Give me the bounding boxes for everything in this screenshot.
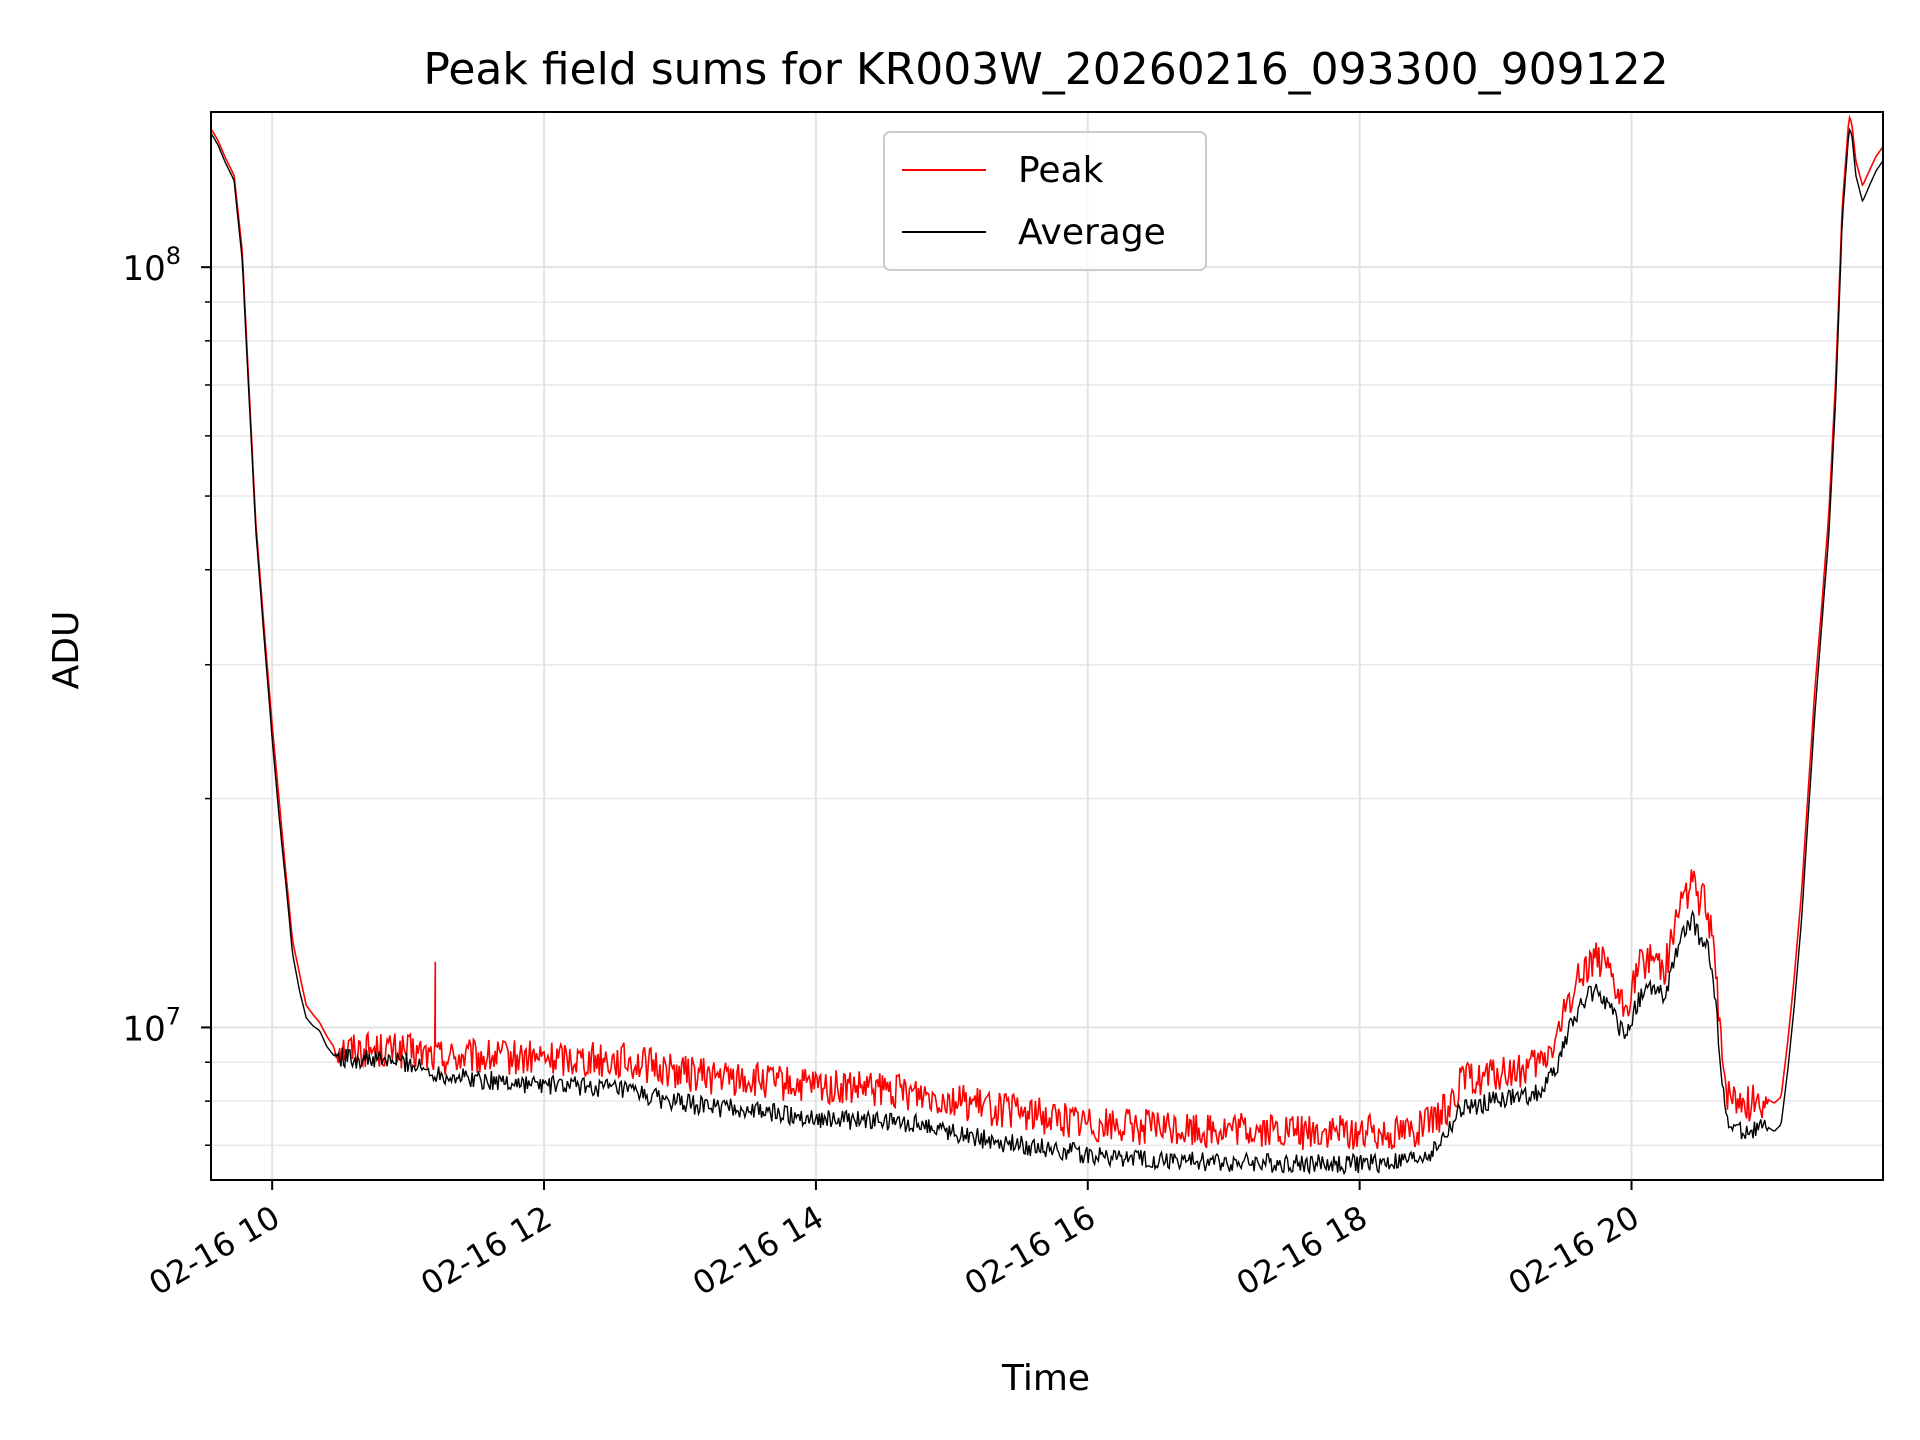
- legend-label-average: Average: [1018, 212, 1166, 253]
- legend: Peak Average: [883, 131, 1207, 271]
- x-tick-label: 02-16 18: [1230, 1198, 1374, 1303]
- x-axis: 02-16 10 02-16 12 02-16 14 02-16 16 02-16 18…: [143, 1180, 1646, 1303]
- x-tick-label: 02-16 12: [414, 1198, 558, 1303]
- plot-frame: [210, 111, 1884, 1181]
- series-layer: [211, 114, 1883, 1176]
- series-line-peak: [211, 114, 1883, 1150]
- legend-box: [883, 131, 1207, 271]
- y-tick-label-exponent: 7: [166, 1002, 181, 1030]
- x-tick-label: 02-16 14: [686, 1198, 830, 1303]
- y-axis-label: ADU: [46, 611, 87, 690]
- y-tick-label-base: 10: [122, 249, 165, 289]
- y-tick-label-base: 10: [122, 1009, 165, 1049]
- y-tick-label: 108: [122, 242, 181, 289]
- legend-label-peak: Peak: [1018, 150, 1104, 191]
- x-tick-label: 02-16 10: [143, 1198, 287, 1303]
- chart-title: Peak field sums for KR003W_20260216_0933…: [423, 44, 1668, 95]
- x-tick-label: 02-16 20: [1502, 1198, 1646, 1303]
- y-tick-label-exponent: 8: [166, 242, 181, 270]
- series-line-average: [211, 127, 1883, 1176]
- y-tick-label: 107: [122, 1002, 181, 1049]
- x-axis-label: Time: [1001, 1358, 1090, 1399]
- x-tick-label: 02-16 16: [958, 1198, 1102, 1303]
